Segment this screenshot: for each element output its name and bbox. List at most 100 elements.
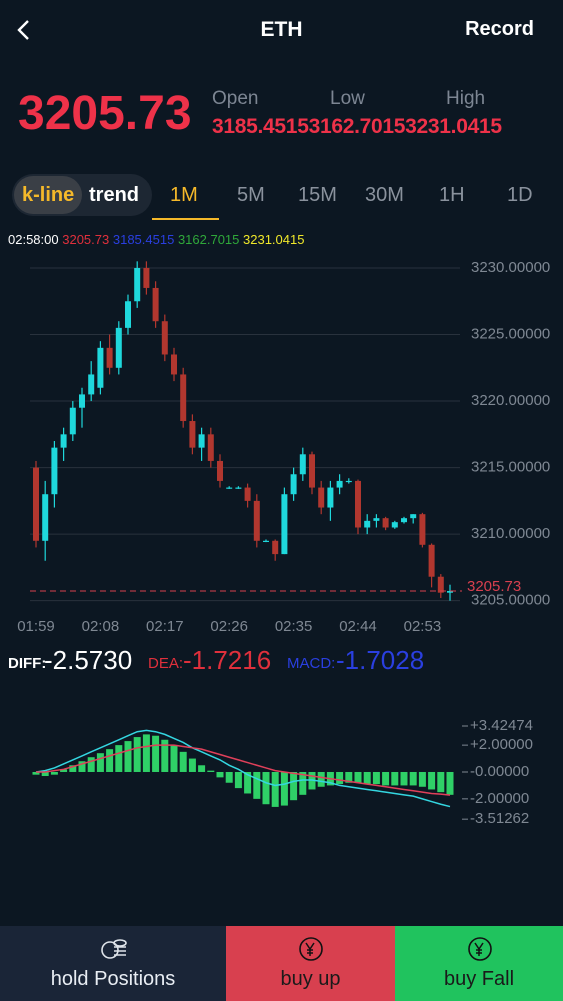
candle-body xyxy=(152,287,159,322)
macd-bar xyxy=(188,758,196,772)
candle-body xyxy=(244,487,251,501)
macd-line xyxy=(36,744,451,796)
coins-icon xyxy=(101,939,127,959)
kline-tab[interactable]: k-line xyxy=(22,184,75,206)
low-label: Low xyxy=(330,88,365,109)
mode-active xyxy=(14,176,82,214)
macd-bar xyxy=(299,771,307,795)
candle-body xyxy=(115,327,122,368)
candle-body xyxy=(299,454,306,475)
candle-body xyxy=(235,487,242,489)
candle-body xyxy=(364,520,371,528)
x-tick-label: 02:26 xyxy=(210,618,248,635)
y-tick-label: -0.00000 xyxy=(470,763,529,780)
macd-bar xyxy=(216,771,224,778)
info-close: 3205.73 xyxy=(62,232,110,247)
buy-up-button[interactable]: buy up xyxy=(226,926,395,1001)
macd-bar xyxy=(207,770,215,772)
macd-bar xyxy=(60,769,68,772)
interval-tab[interactable]: 1H xyxy=(439,184,465,206)
x-tick-label: 02:44 xyxy=(339,618,377,635)
macd-bar xyxy=(87,757,95,772)
candle-body xyxy=(290,474,297,495)
candle-body xyxy=(180,374,187,422)
interval-tab[interactable]: 15M xyxy=(298,184,337,206)
candle-body xyxy=(217,460,223,481)
macd-bar xyxy=(280,771,288,806)
title: ETH xyxy=(260,18,303,41)
macd-bar xyxy=(363,771,371,785)
candle-body xyxy=(42,494,49,541)
candle-body xyxy=(143,267,150,288)
macd-bar xyxy=(400,771,408,786)
interval-tab[interactable]: 1M xyxy=(170,184,198,206)
diff-label: DIFF: xyxy=(8,655,46,672)
x-tick-label: 02:53 xyxy=(404,618,442,635)
candle-body xyxy=(207,434,214,461)
ohl-values: 3185.45153162.70153231.0415 xyxy=(212,115,502,139)
diff-value: -2.5730 xyxy=(44,645,132,675)
candle-body xyxy=(263,540,269,542)
macd-line xyxy=(35,729,451,808)
tab-underline xyxy=(152,218,219,220)
hold-positions-button[interactable]: hold Positions xyxy=(0,926,226,1001)
buy-fall-button[interactable]: buy Fall xyxy=(395,926,563,1001)
info-high: 3231.0415 xyxy=(243,232,305,247)
back-icon[interactable] xyxy=(14,18,34,42)
macd-bar xyxy=(170,745,178,772)
yen-down-icon xyxy=(468,937,492,961)
candle-body xyxy=(79,394,85,408)
candle-body xyxy=(60,434,67,448)
candle-body xyxy=(272,540,279,555)
macd-bar xyxy=(446,771,454,795)
candle-body xyxy=(134,267,141,302)
button-label: buy Fall xyxy=(443,968,515,990)
macd-bar xyxy=(115,745,123,772)
macd-bar xyxy=(179,751,187,772)
candle-body xyxy=(88,374,95,395)
macd-bar xyxy=(345,771,353,783)
open-label: Open xyxy=(212,88,259,109)
candle-body xyxy=(125,301,131,328)
candle-body xyxy=(51,447,58,495)
macd-bar xyxy=(317,771,325,787)
candle-body xyxy=(106,347,113,368)
x-tick-label: 02:35 xyxy=(275,618,313,635)
candle-body xyxy=(309,454,315,488)
low-value: 3162.7015 xyxy=(308,115,406,138)
macd-bar xyxy=(372,771,380,785)
interval-tab[interactable]: 5M xyxy=(237,184,265,206)
y-tick-label: -3.51262 xyxy=(470,810,529,825)
x-tick-label: 02:08 xyxy=(82,618,120,635)
charts: DIFF: -2.5730 DEA: -1.7216 MACD: -1.7028… xyxy=(8,259,550,825)
x-tick-label: 01:59 xyxy=(17,618,55,635)
trend-tab[interactable]: trend xyxy=(89,184,139,206)
high-label: High xyxy=(446,88,486,109)
macd-bar xyxy=(253,771,261,799)
macd-bar xyxy=(124,741,132,772)
macd-bar xyxy=(418,771,426,787)
macd-bar xyxy=(161,739,169,772)
y-tick-label: 3220.00000 xyxy=(471,392,550,409)
interval-tab[interactable]: 1D xyxy=(507,184,533,206)
candle-body xyxy=(428,544,435,577)
candle-body xyxy=(161,321,168,355)
candle-body xyxy=(355,480,361,528)
y-tick-label: 3205.00000 xyxy=(471,592,550,609)
candle-body xyxy=(410,514,417,519)
info-row: 02:58:00 3205.73 3185.4515 3162.7015 323… xyxy=(8,232,304,247)
macd-bar xyxy=(354,771,362,783)
record-link[interactable]: Record xyxy=(465,18,534,40)
candle-body xyxy=(327,487,334,508)
candle-body xyxy=(345,480,352,483)
interval-tab[interactable]: 30M xyxy=(365,184,404,206)
candle-body xyxy=(318,487,325,508)
macd-bar xyxy=(69,765,77,772)
candle-body xyxy=(253,500,260,541)
candle-body xyxy=(69,407,76,435)
candle-body xyxy=(373,518,380,521)
macd-bar xyxy=(142,734,150,772)
info-low: 3162.7015 xyxy=(177,232,240,247)
high-value: 3231.0415 xyxy=(405,115,502,138)
macd-bar xyxy=(234,771,242,789)
